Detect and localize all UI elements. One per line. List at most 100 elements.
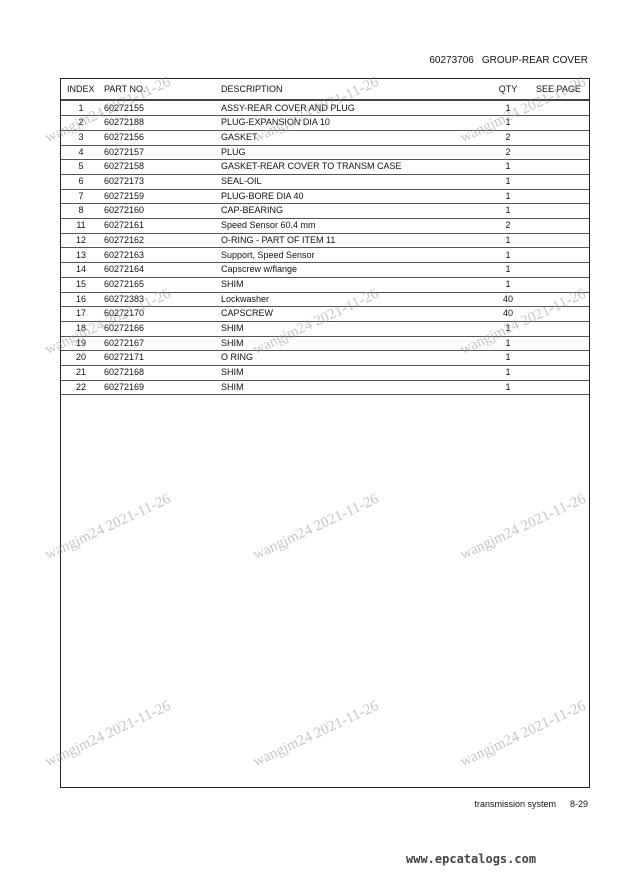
cell-description: SHIM: [221, 381, 244, 392]
table-row: 20 60272171 O RING 1: [61, 350, 589, 367]
cell-part-no: 60272165: [104, 278, 145, 289]
cell-description: SHIM: [221, 337, 244, 348]
parts-table: INDEX PART NO. DESCRIPTION QTY SEE PAGE …: [60, 78, 590, 788]
cell-part-no: 60272170: [104, 308, 145, 319]
col-description: DESCRIPTION: [221, 84, 283, 94]
cell-qty: 1: [505, 102, 511, 113]
col-see-page: SEE PAGE: [536, 84, 581, 94]
cell-qty: 1: [505, 205, 511, 216]
cell-description: O-RING - PART OF ITEM 11: [221, 234, 336, 245]
cell-part-no: 60272167: [104, 337, 145, 348]
cell-qty: 1: [505, 337, 511, 348]
cell-part-no: 60272160: [104, 205, 145, 216]
cell-part-no: 60272161: [104, 220, 145, 231]
cell-qty: 1: [505, 176, 511, 186]
group-number: 60273706: [429, 55, 474, 66]
cell-index: 17: [75, 308, 86, 319]
cell-part-no: 60272157: [104, 146, 145, 157]
cell-description: SHIM: [221, 323, 244, 333]
cell-index: 22: [75, 381, 86, 392]
cell-description: Support, Speed Sensor: [221, 249, 315, 260]
table-row: 2 60272188 PLUG-EXPANSION DIA 10 1: [61, 115, 589, 131]
cell-qty: 1: [505, 323, 511, 333]
cell-part-no: 60272156: [104, 131, 145, 142]
table-row: 17 60272170 CAPSCREW 40: [61, 306, 589, 322]
cell-part-no: 60272169: [104, 381, 145, 392]
cell-index: 7: [78, 190, 84, 201]
cell-qty: 1: [505, 190, 511, 201]
cell-index: 2: [78, 117, 84, 128]
table-row: 18 60272166 SHIM 1: [61, 321, 589, 337]
cell-index: 14: [75, 264, 86, 275]
cell-part-no: 60272166: [104, 323, 145, 333]
cell-index: 4: [78, 146, 84, 157]
cell-index: 13: [75, 249, 86, 260]
cell-part-no: 60272162: [104, 234, 145, 245]
cell-part-no: 60272155: [104, 102, 145, 113]
cell-description: ASSY-REAR COVER AND PLUG: [221, 102, 355, 113]
table-row: 19 60272167 SHIM 1: [61, 336, 589, 352]
table-row: 12 60272162 O-RING - PART OF ITEM 11 1: [61, 233, 589, 249]
table-row: 1 60272155 ASSY-REAR COVER AND PLUG 1: [61, 101, 589, 117]
cell-index: 8: [78, 205, 84, 216]
cell-index: 3: [78, 131, 84, 142]
cell-part-no: 60272188: [104, 117, 145, 128]
cell-description: PLUG-BORE DIA 40: [221, 190, 304, 201]
table-row: 13 60272163 Support, Speed Sensor 1: [61, 248, 589, 264]
page-footer: transmission system 8-29: [474, 799, 588, 809]
cell-qty: 1: [505, 367, 511, 378]
cell-part-no: 60272168: [104, 367, 145, 378]
cell-index: 11: [76, 220, 86, 231]
cell-index: 19: [75, 337, 86, 348]
cell-qty: 1: [505, 278, 511, 289]
col-part-no: PART NO.: [104, 84, 146, 94]
cell-description: SEAL-OIL: [221, 176, 262, 186]
cell-description: PLUG-EXPANSION DIA 10: [221, 117, 330, 128]
cell-part-no: 60272158: [104, 161, 145, 172]
cell-description: Speed Sensor 60.4 mm: [221, 220, 316, 231]
table-row: 21 60272168 SHIM 1: [61, 365, 589, 381]
table-row: 22 60272169 SHIM 1: [61, 380, 589, 396]
table-row: 7 60272159 PLUG-BORE DIA 40 1: [61, 189, 589, 205]
cell-index: 1: [78, 102, 84, 113]
cell-qty: 1: [505, 161, 511, 172]
cell-qty: 1: [505, 264, 511, 275]
cell-description: CAPSCREW: [221, 308, 274, 319]
table-header: INDEX PART NO. DESCRIPTION QTY SEE PAGE: [61, 79, 589, 101]
cell-part-no: 60272164: [104, 264, 145, 275]
cell-qty: 2: [505, 131, 511, 142]
col-qty: QTY: [498, 84, 518, 94]
cell-description: Lockwasher: [221, 293, 270, 304]
cell-description: SHIM: [221, 278, 244, 289]
page-number: 8-29: [569, 799, 588, 809]
cell-qty: 1: [505, 234, 511, 245]
cell-index: 5: [78, 161, 84, 172]
cell-part-no: 60272163: [104, 249, 145, 260]
cell-qty: 1: [505, 117, 511, 128]
cell-qty: 1: [505, 249, 511, 260]
table-row: 8 60272160 CAP-BEARING 1: [61, 203, 589, 220]
cell-qty: 2: [505, 146, 511, 157]
cell-index: 16: [75, 293, 86, 304]
site-watermark: www.epcatalogs.com: [406, 852, 537, 866]
table-row: 6 60272173 SEAL-OIL 1: [61, 174, 589, 190]
cell-part-no: 60272173: [104, 176, 145, 186]
cell-index: 15: [75, 278, 86, 289]
table-row: 3 60272156 GASKET 2: [61, 130, 589, 146]
cell-description: GASKET: [221, 131, 258, 142]
cell-description: CAP-BEARING: [221, 205, 284, 216]
cell-qty: 1: [505, 381, 511, 392]
table-row: 15 60272165 SHIM 1: [61, 277, 589, 293]
cell-description: Capscrew w/flange: [221, 264, 298, 275]
cell-index: 21: [75, 367, 86, 378]
cell-description: GASKET-REAR COVER TO TRANSM CASE: [221, 161, 402, 172]
cell-part-no: 60272159: [104, 190, 145, 201]
cell-part-no: 60272383: [104, 293, 145, 304]
cell-qty: 40: [502, 293, 513, 304]
cell-index: 20: [75, 352, 86, 363]
cell-description: O RING: [221, 352, 254, 363]
table-row: 11 60272161 Speed Sensor 60.4 mm 2: [61, 218, 589, 234]
cell-qty: 40: [502, 308, 513, 319]
cell-description: SHIM: [221, 367, 244, 378]
cell-index: 12: [75, 234, 86, 245]
